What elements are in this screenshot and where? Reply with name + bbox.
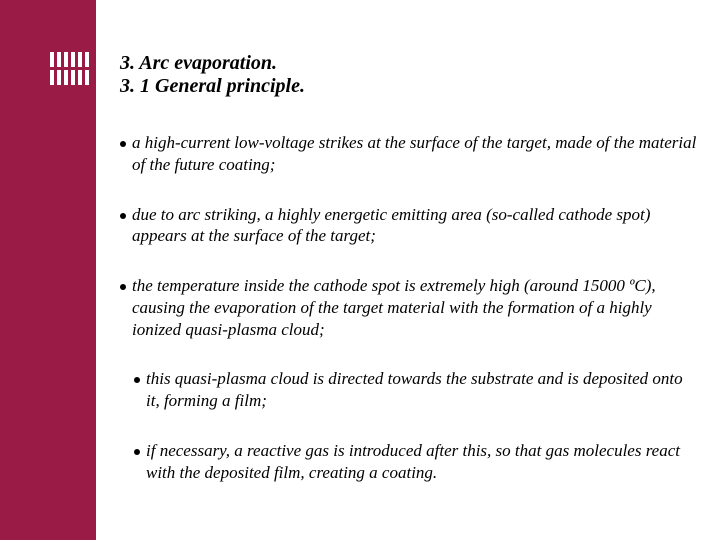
list-item: the temperature inside the cathode spot …	[120, 275, 700, 340]
list-item: due to arc striking, a highly energetic …	[120, 204, 700, 248]
bullet-list: a high-current low-voltage strikes at th…	[120, 132, 700, 483]
bullet-text: a high-current low-voltage strikes at th…	[132, 132, 700, 176]
bullet-dot-icon	[120, 284, 126, 290]
bullet-text: this quasi-plasma cloud is directed towa…	[146, 368, 700, 412]
logo-icon	[50, 52, 90, 88]
bullet-text: the temperature inside the cathode spot …	[132, 275, 700, 340]
bullet-dot-icon	[134, 377, 140, 383]
slide-container: 3. Arc evaporation. 3. 1 General princip…	[0, 0, 720, 540]
content-area: 3. Arc evaporation. 3. 1 General princip…	[120, 52, 700, 483]
bullet-text: if necessary, a reactive gas is introduc…	[146, 440, 700, 484]
list-item: if necessary, a reactive gas is introduc…	[134, 440, 700, 484]
title-line-2: 3. 1 General principle.	[120, 75, 700, 98]
list-item: a high-current low-voltage strikes at th…	[120, 132, 700, 176]
bullet-dot-icon	[134, 449, 140, 455]
bullet-text: due to arc striking, a highly energetic …	[132, 204, 700, 248]
bullet-dot-icon	[120, 141, 126, 147]
title-line-1: 3. Arc evaporation.	[120, 52, 700, 75]
list-item: this quasi-plasma cloud is directed towa…	[134, 368, 700, 412]
bullet-dot-icon	[120, 213, 126, 219]
title-block: 3. Arc evaporation. 3. 1 General princip…	[120, 52, 700, 98]
